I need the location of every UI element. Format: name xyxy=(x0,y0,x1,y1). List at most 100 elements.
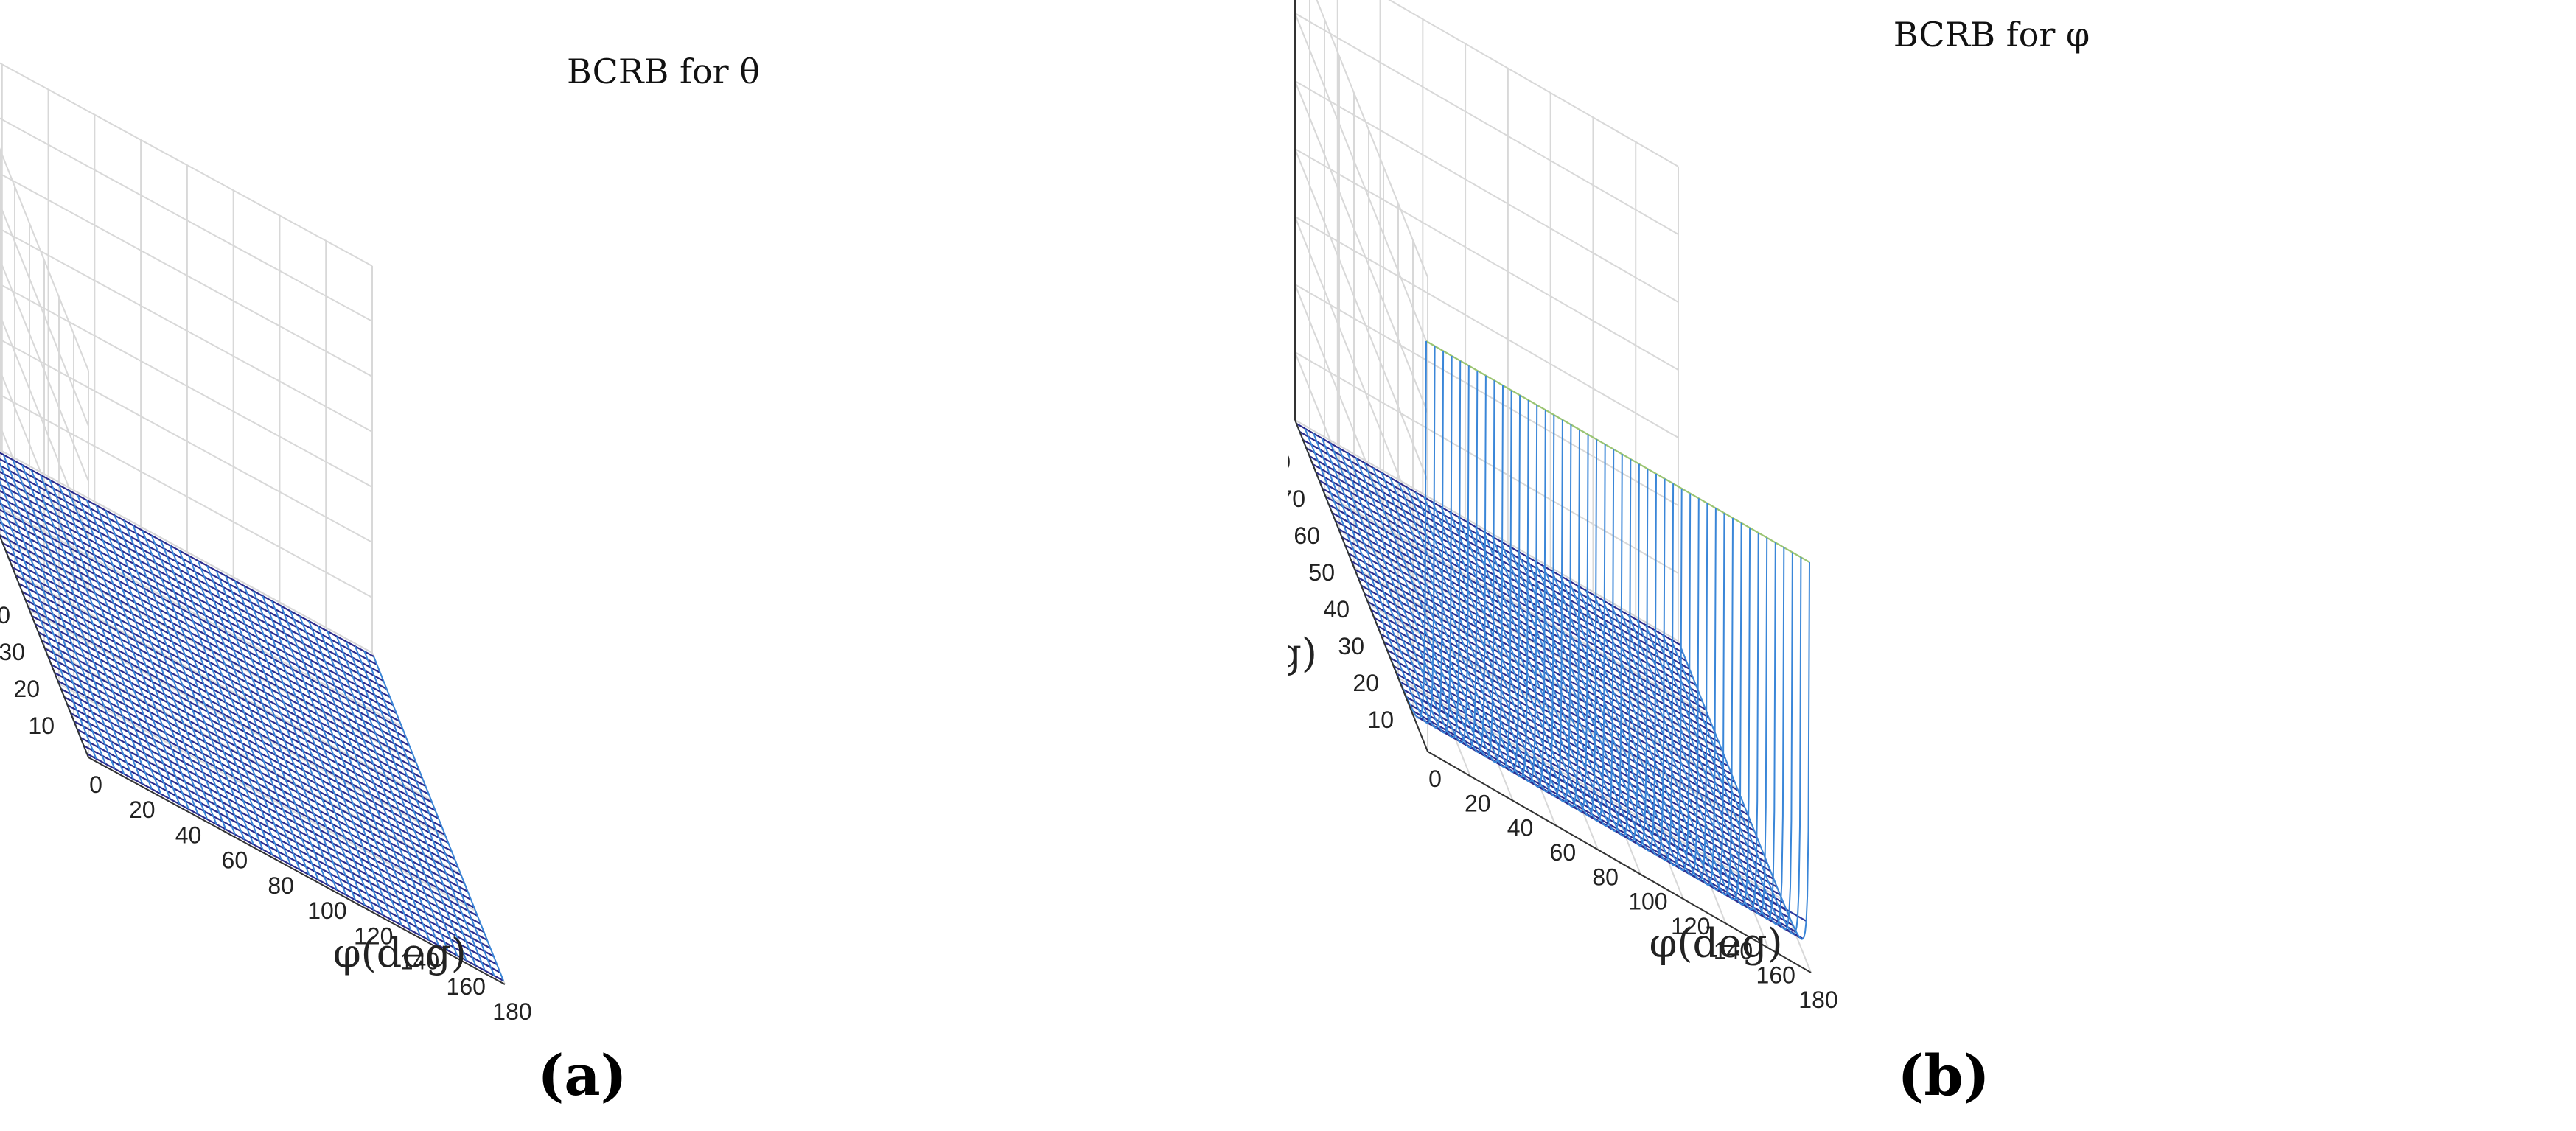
mesh-line xyxy=(73,721,491,949)
mesh-line xyxy=(206,565,338,891)
y-tick-label: 10 xyxy=(1367,707,1394,733)
axis-lines-a xyxy=(0,534,506,985)
mesh-line xyxy=(1670,557,1802,936)
mesh-line xyxy=(1423,414,1555,793)
mesh-line xyxy=(0,489,394,706)
mesh-line xyxy=(0,452,374,657)
mesh-line xyxy=(0,534,416,763)
mesh-line xyxy=(0,483,391,698)
mesh-line xyxy=(1412,710,1797,934)
mesh-line xyxy=(197,560,329,886)
mesh-line xyxy=(187,555,319,880)
mesh-line xyxy=(35,623,453,852)
mesh-line xyxy=(354,645,486,971)
mesh-line xyxy=(1344,544,1729,767)
surface-mesh-a xyxy=(0,452,504,981)
mesh-line xyxy=(2,454,134,780)
mesh-line xyxy=(1313,351,1445,729)
mesh-line xyxy=(15,575,433,803)
mesh-line xyxy=(1386,649,1771,872)
mesh-line xyxy=(77,729,495,957)
mesh-line xyxy=(0,521,410,746)
mesh-line xyxy=(8,559,426,787)
grid-line xyxy=(1294,13,1428,346)
grid-line xyxy=(1294,80,1679,303)
mesh-line xyxy=(1400,681,1784,904)
mesh-line xyxy=(1409,704,1794,927)
mesh-line xyxy=(67,489,199,815)
mesh-line xyxy=(1312,463,1697,686)
grid-line xyxy=(0,449,373,654)
mesh-line xyxy=(1325,495,1710,718)
x-tick-label: 100 xyxy=(1628,889,1667,915)
x-tick-label: 160 xyxy=(447,973,486,1000)
x-tick-label: 60 xyxy=(222,847,248,874)
x-tick-label: 120 xyxy=(1671,913,1710,939)
mesh-line xyxy=(63,696,481,925)
mesh-line xyxy=(1526,473,1657,852)
mesh-line xyxy=(80,737,498,965)
mesh-line xyxy=(41,640,458,868)
grid-line xyxy=(1294,419,1679,642)
mesh-line xyxy=(47,656,465,884)
mesh-line xyxy=(345,641,477,966)
mesh-line xyxy=(1309,455,1694,678)
grid-line xyxy=(1338,530,1723,752)
y-tick-label: 30 xyxy=(1338,633,1364,659)
mesh-line xyxy=(270,600,402,926)
mesh-line xyxy=(373,656,504,981)
mesh-line xyxy=(1500,458,1632,837)
mesh-line xyxy=(225,575,357,900)
mesh-line xyxy=(1425,340,1810,563)
mesh-line xyxy=(1389,395,1521,774)
panel-label-a: (a) xyxy=(537,1043,627,1108)
y-tick-label: 50 xyxy=(1308,559,1335,586)
mesh-line xyxy=(1568,498,1700,877)
mesh-line xyxy=(0,471,384,682)
mesh-line xyxy=(1491,454,1623,833)
grid-line xyxy=(14,572,432,801)
mesh-line xyxy=(1653,547,1785,925)
mesh-line xyxy=(1380,633,1765,856)
mesh-line xyxy=(21,464,153,790)
mesh-line xyxy=(252,590,384,916)
mesh-line xyxy=(21,591,439,819)
y-axis-line xyxy=(1294,419,1428,752)
mesh-line xyxy=(77,494,209,820)
mesh-line xyxy=(58,484,190,810)
mesh-line xyxy=(1517,469,1649,847)
grid-line xyxy=(1294,148,1428,481)
grid-line xyxy=(0,313,89,537)
mesh-line xyxy=(1364,592,1748,816)
grid-line xyxy=(0,117,373,322)
mesh-line xyxy=(95,505,227,830)
grid-line xyxy=(0,258,89,482)
x-tick-label: 0 xyxy=(1428,766,1442,792)
mesh-line xyxy=(123,519,254,845)
grid-line xyxy=(1397,677,1782,900)
mesh-line xyxy=(243,585,375,911)
mesh-line xyxy=(0,496,397,714)
mesh-line xyxy=(299,615,430,941)
y-axis-line xyxy=(0,534,89,758)
mesh-line xyxy=(1560,493,1692,872)
mesh-line xyxy=(178,550,310,875)
grid-line xyxy=(43,646,461,875)
grid-line xyxy=(0,283,373,488)
surface-mesh-b xyxy=(1296,340,1810,940)
mesh-line xyxy=(1328,503,1713,726)
mesh-line xyxy=(1374,617,1759,840)
mesh-line xyxy=(60,688,478,917)
mesh-line xyxy=(308,620,440,946)
grid-line xyxy=(0,393,373,598)
mesh-line xyxy=(1347,552,1732,775)
grid-line xyxy=(0,506,402,727)
mesh-line xyxy=(1508,463,1640,842)
mesh-line xyxy=(1381,390,1512,768)
mesh-line xyxy=(2,542,420,771)
mesh-line xyxy=(1370,609,1755,832)
mesh-line xyxy=(28,607,446,836)
mesh-line xyxy=(1367,600,1752,824)
mesh-line xyxy=(1331,511,1716,735)
